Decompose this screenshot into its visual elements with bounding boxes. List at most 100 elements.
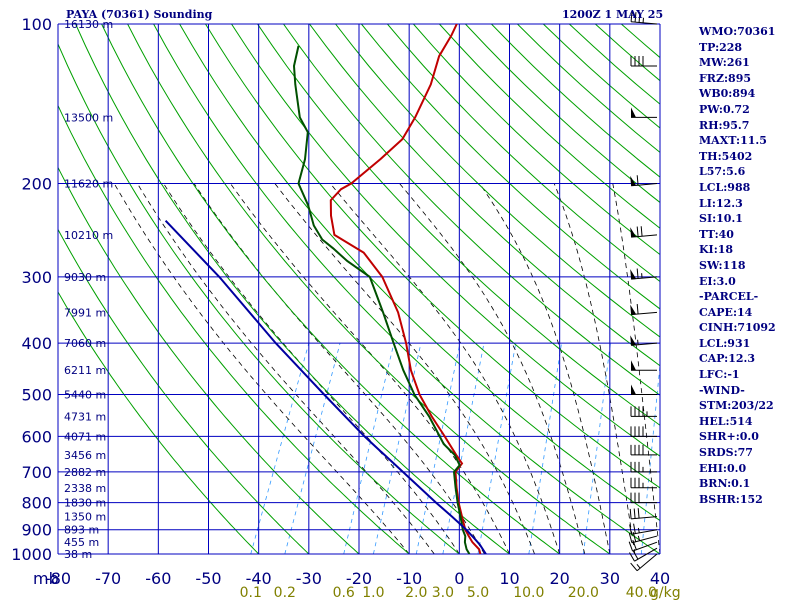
- wind-barb: [630, 461, 657, 473]
- mixing-ratio-line: [415, 343, 461, 554]
- wind-barb: [631, 107, 657, 118]
- pressure-label-400: 400: [21, 334, 52, 353]
- wind-barb: [630, 335, 658, 346]
- moist-adiabat: [399, 183, 586, 554]
- temp-tick-label: 10: [499, 569, 519, 588]
- wind-barb: [630, 11, 658, 25]
- moist-adiabats: [113, 183, 660, 554]
- index-line: MW:261: [699, 56, 750, 70]
- index-line: L57:5.6: [699, 165, 746, 179]
- temp-tick-label: -40: [246, 569, 272, 588]
- mixing-ratio-line: [284, 342, 341, 554]
- index-line: TT:40: [699, 227, 734, 241]
- index-line: MAXT:11.5: [699, 134, 767, 148]
- temp-tick-label: -10: [396, 569, 422, 588]
- mixing-ratio-line: [582, 343, 611, 554]
- height-label: 893 m: [64, 524, 99, 537]
- dry-adiabat: [58, 228, 310, 554]
- height-label: 2338 m: [64, 482, 106, 495]
- height-label: 6211 m: [64, 364, 106, 377]
- wind-barb: [630, 406, 657, 417]
- index-line: CAP:12.3: [699, 352, 756, 366]
- wind-barb: [631, 360, 657, 371]
- dry-adiabat: [127, 24, 611, 554]
- height-label: 10210 m: [64, 229, 113, 242]
- index-line: LCL:931: [699, 336, 751, 350]
- wind-barbs: [628, 11, 658, 572]
- height-label: 16130 m: [64, 18, 113, 31]
- dry-adiabat: [58, 42, 460, 554]
- index-line: LCL:988: [699, 180, 751, 194]
- temp-tick-label: -50: [195, 569, 221, 588]
- height-label: 38 m: [64, 548, 92, 561]
- dry-adiabat: [75, 24, 510, 554]
- dry-adiabat: [101, 24, 560, 554]
- dry-adiabat: [231, 24, 660, 457]
- pressure-label-700: 700: [21, 463, 52, 482]
- index-line: EI:3.0: [699, 274, 736, 288]
- dry-adiabat: [387, 24, 660, 283]
- wind-barb: [630, 226, 658, 238]
- height-label: 455 m: [64, 536, 99, 549]
- wind-barb: [630, 492, 657, 504]
- height-label: 9030 m: [64, 271, 106, 284]
- isotherms: [57, 24, 661, 554]
- pressure-label-300: 300: [21, 268, 52, 287]
- mixing-ratio-label: 10.0: [513, 585, 544, 600]
- height-label: 2882 m: [64, 466, 106, 479]
- index-line: BRN:0.1: [699, 477, 751, 491]
- index-line: WB0:894: [699, 87, 756, 101]
- index-line: SI:10.1: [699, 212, 743, 226]
- index-line: HEL:514: [699, 414, 753, 428]
- height-label: 1830 m: [64, 497, 106, 510]
- height-label: 1350 m: [64, 511, 106, 524]
- isobars: [58, 23, 660, 555]
- index-line: SRDS:77: [699, 446, 753, 460]
- temp-tick-label: 40: [650, 569, 670, 588]
- height-label: 7060 m: [64, 337, 106, 350]
- temp-tick-label: -30: [296, 569, 322, 588]
- mixing-ratio-label: 2.0: [405, 585, 427, 600]
- temperature-profile: [329, 24, 482, 554]
- temp-tick-label: -20: [346, 569, 372, 588]
- index-line: EHI:0.0: [699, 461, 747, 475]
- pressure-label-800: 800: [21, 494, 52, 513]
- index-line: LFC:-1: [699, 368, 740, 382]
- moist-adiabat: [163, 183, 460, 554]
- index-line: CAPE:14: [699, 305, 753, 319]
- mixing-ratio-line: [442, 343, 485, 554]
- index-line: BSHR:152: [699, 492, 763, 506]
- height-label: 4071 m: [64, 430, 106, 443]
- mixing-ratio-line: [477, 343, 517, 554]
- temp-tick-label: -60: [145, 569, 171, 588]
- dry-adiabat: [361, 24, 660, 310]
- wind-barb: [630, 426, 657, 437]
- height-label: 3456 m: [64, 449, 106, 462]
- wind-barb: [630, 553, 658, 572]
- dry-adiabats: [58, 24, 660, 554]
- pressure-label-200: 200: [21, 175, 52, 194]
- index-line: STM:203/22: [699, 399, 774, 413]
- mixing-ratio-label: 20.0: [568, 585, 599, 600]
- mixing-ratio-line: [528, 343, 562, 554]
- moist-adiabat: [274, 183, 535, 554]
- mixing-ratio-label: 0.6: [333, 585, 355, 600]
- indices-panel: WMO:70361 TP:228 MW:261 FRZ:895 WB0:894 PW:0.…: [699, 24, 776, 507]
- height-label: 11620 m: [64, 178, 113, 191]
- temp-tick-label: 30: [600, 569, 620, 588]
- mixing-ratio-label: 3.0: [432, 585, 454, 600]
- index-line: FRZ:895: [699, 71, 752, 85]
- x-unit-label: mb: [33, 569, 59, 588]
- wind-barb: [629, 508, 658, 520]
- pressure-label-500: 500: [21, 385, 52, 404]
- moist-adiabat: [230, 183, 510, 554]
- sounding-profiles: [164, 24, 487, 554]
- mixing-ratio-label: 40.0: [626, 585, 657, 600]
- height-label: 7991 m: [64, 306, 106, 319]
- dry-adiabat: [58, 291, 260, 554]
- index-line: LI:12.3: [699, 196, 743, 210]
- chart-datetime: 1200Z 1 MAY 25: [562, 8, 664, 21]
- height-label: 13500 m: [64, 111, 113, 124]
- mixing-ratio-line: [640, 361, 660, 554]
